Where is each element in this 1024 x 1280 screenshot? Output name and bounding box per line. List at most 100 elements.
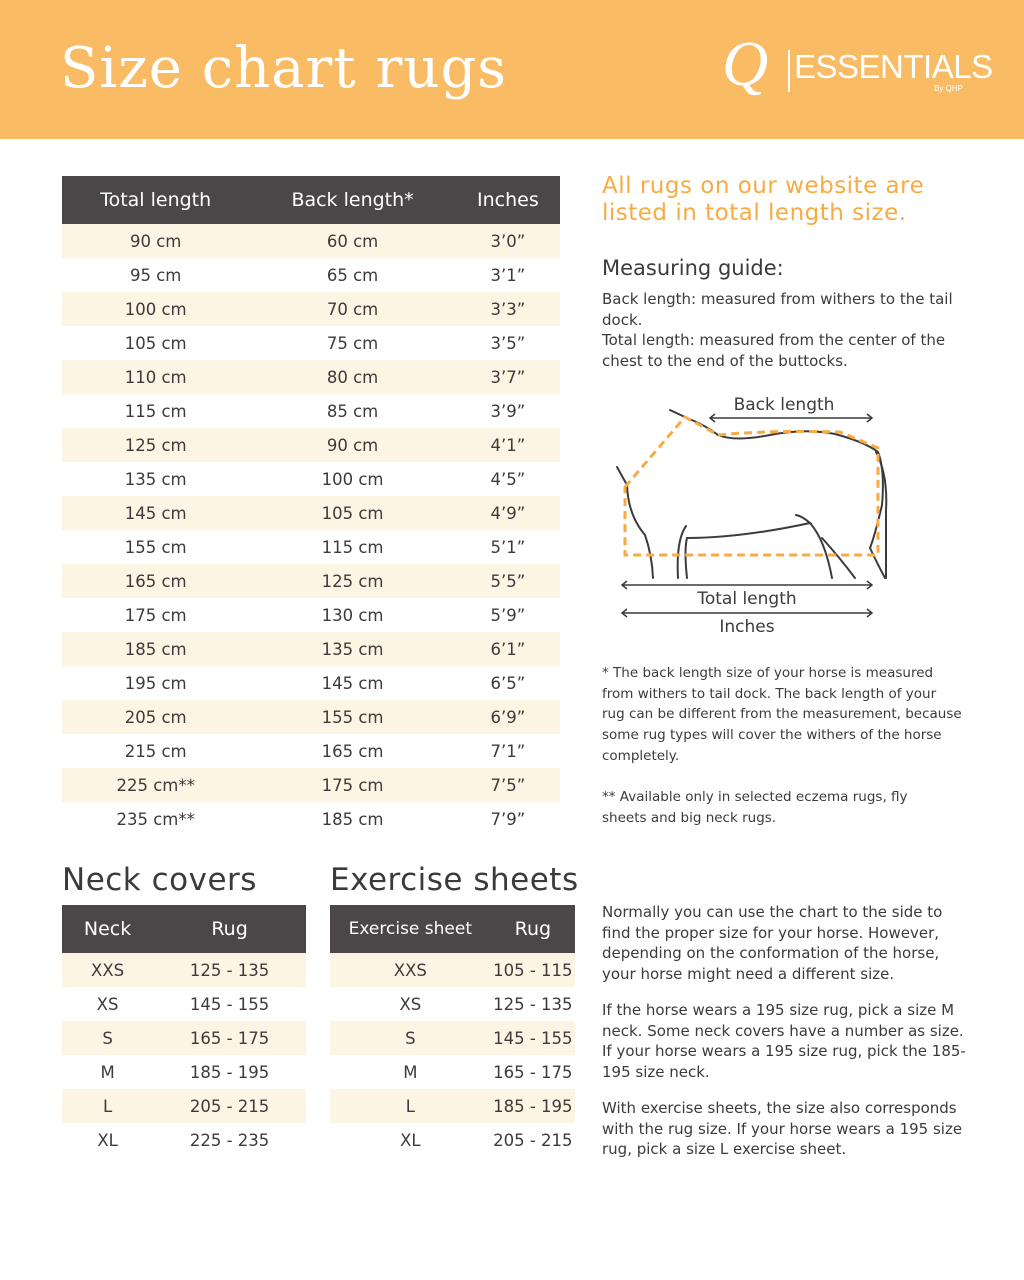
horse-measurement-diagram: Back length Total length Inches [616,395,888,637]
table-cell: M [100,1062,115,1082]
table-cell: 7’9” [490,809,526,829]
table-row: 135 cm 100 cm 4’5” [62,462,560,496]
column-header: Exercise sheet [330,905,491,953]
table-cell: 6’9” [455,700,560,734]
table-cell: XL [400,1130,421,1150]
column-header: Neck [62,905,154,953]
table-cell: 60 cm [249,224,456,258]
column-header: Rug [490,905,575,953]
table-cell: 135 cm [249,632,456,666]
logo-q: Q [722,28,769,99]
horse-outline [669,409,886,579]
brand-logo: Q ESSENTIALS By QHP [722,32,993,100]
total-length-arrow [620,580,874,590]
table-cell: 5’1” [490,537,526,557]
table-cell: XL [97,1130,118,1150]
table-cell: 145 - 155 [490,1021,575,1055]
table-row: 105 cm 75 cm 3’5” [62,326,560,360]
horse-front-legs [676,514,856,579]
table-row: 225 cm** 175 cm 7’5” [62,768,560,802]
table-row: 125 cm 90 cm 4’1” [62,428,560,462]
column-header: Rug [153,905,306,953]
sizing-paragraph-3: With exercise sheets, the size also corr… [602,1099,963,1159]
table-row: L 205 - 215 [62,1089,306,1123]
table-cell: 125 cm [249,564,456,598]
table-row: 205 cm 155 cm 6’9” [62,700,560,734]
logo-name: ESSENTIALS [794,48,993,85]
table-row: 195 cm 145 cm 6’5” [62,666,560,700]
table-cell: 3’5” [490,333,526,353]
table-cell: 165 - 175 [153,1021,306,1055]
logo-divider [788,50,790,92]
table-cell: 165 - 175 [493,1062,573,1082]
table-row: XL 205 - 215 [330,1123,575,1157]
table-row: XXS 105 - 115 [330,953,575,987]
inches-arrow [620,608,874,618]
table-cell: 145 - 155 [189,994,270,1014]
table-row: M 165 - 175 [330,1055,575,1089]
horse-chest [616,466,654,579]
table-cell: 185 - 195 [189,1062,270,1082]
table-row: L 185 - 195 [330,1089,575,1123]
table-row: 115 cm 85 cm 3’9” [62,394,560,428]
table-cell: 185 cm [321,809,384,829]
table-cell: 6’5” [490,673,526,693]
table-row: 100 cm 70 cm 3’3” [62,292,560,326]
table-cell: 105 - 115 [490,953,575,987]
table-row: 155 cm 115 cm 5’1” [62,530,560,564]
table-cell: 7’1” [490,741,526,761]
table-cell: 155 cm [249,700,456,734]
table-cell: 75 cm [326,333,379,353]
table-row: XS 125 - 135 [330,987,575,1021]
table-cell: 225 cm** [62,768,250,802]
table-cell: 165 cm [62,564,250,598]
table-cell: 215 cm [124,741,187,761]
sizing-paragraph-1: Normally you can use the chart to the si… [602,903,943,984]
table-cell: L [62,1089,154,1123]
header-banner: Size chart rugs Q ESSENTIALS By QHP [0,0,1024,139]
table-cell: 195 cm [124,673,187,693]
table-cell: XS [96,994,119,1014]
table-row: 175 cm 130 cm 5’9” [62,598,560,632]
rug-outline [623,415,880,557]
table-cell: 90 cm [249,428,456,462]
table-cell: 105 cm [124,333,187,353]
sizing-paragraph-2: If the horse wears a 195 size rug, pick … [602,1001,966,1082]
table-cell: 6’1” [455,632,560,666]
table-cell: XXS [62,953,154,987]
table-row: XXS 125 - 135 [62,953,306,987]
table-cell: 100 cm [321,469,384,489]
table-cell: 90 cm [62,224,250,258]
table-cell: 130 cm [321,605,384,625]
table-row: S 165 - 175 [62,1021,306,1055]
table-cell: 235 cm** [116,809,195,829]
table-cell: 145 cm [62,496,250,530]
total-length-label: Total length [696,589,796,609]
table-header-row: Exercise sheet Rug [330,905,575,953]
table-cell: 95 cm [129,265,182,285]
table-cell: 205 - 215 [153,1089,306,1123]
table-cell: M [403,1062,418,1082]
table-cell: 185 cm [62,632,250,666]
inches-label: Inches [719,617,774,637]
back-length-definition: Back length: measured from withers to th… [602,290,953,329]
table-cell: 145 cm [321,673,384,693]
table-cell: 115 cm [124,401,187,421]
total-length-definition: Total length: measured from the center o… [602,331,946,371]
table-row: 145 cm 105 cm 4’9” [62,496,560,530]
table-cell: 3’9” [490,401,526,421]
table-cell: XXS [330,953,491,987]
table-row: XL 225 - 235 [62,1123,306,1157]
table-cell: 125 - 135 [153,953,306,987]
back-length-footnote: * The back length size of your horse is … [602,665,962,764]
table-cell: 125 - 135 [493,994,573,1014]
table-cell: 175 cm [249,768,456,802]
table-cell: 65 cm [326,265,379,285]
table-cell: 175 cm [124,605,187,625]
exercise-size-table: Exercise sheet Rug XXS 105 - 115 XS 125 - 135… [330,905,575,1157]
table-row: XS 145 - 155 [62,987,306,1021]
table-cell: 115 cm [321,537,384,557]
table-row: 235 cm** 185 cm 7’9” [62,802,560,836]
table-header-row: Total length Back length* Inches [62,176,560,224]
table-cell: 3’3” [455,292,560,326]
